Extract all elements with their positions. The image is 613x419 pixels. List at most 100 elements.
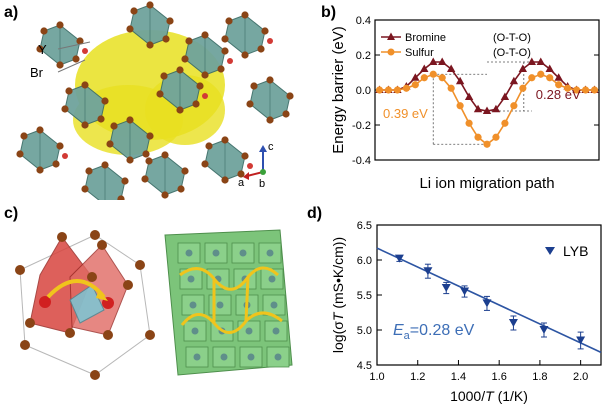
sulfur-point (411, 81, 419, 89)
bromine-atom (201, 71, 209, 79)
bromine-point (446, 64, 456, 72)
bromine-point (491, 104, 501, 113)
framework-atom (185, 249, 193, 257)
sulfur-point (429, 70, 437, 78)
chart-d-points (394, 254, 586, 350)
bromine-atom (161, 191, 169, 199)
chart-b-guides (432, 61, 532, 145)
d-ytick-label: 6.5 (357, 220, 372, 232)
legend-bromine-label: Bromine (405, 32, 446, 44)
bromine-atom (196, 82, 204, 90)
lyb-point (482, 299, 492, 308)
framework-atom (239, 249, 247, 257)
bromine-atom (130, 7, 138, 15)
bromine-point (500, 92, 510, 100)
bromine-atom (146, 132, 154, 140)
d-ytick-label: 5.5 (357, 290, 372, 302)
panel-d-label: d) (307, 205, 323, 222)
bromine-atom (85, 167, 93, 175)
yttrium-atom (82, 48, 88, 54)
bromine-atom (141, 175, 149, 183)
framework-atom (212, 249, 220, 257)
sulfur-point (483, 140, 491, 148)
bromine-atom (176, 66, 184, 74)
bromine-atom (266, 76, 274, 84)
sulfur-barrier-annotation: 0.39 eV (383, 106, 428, 121)
sulfur-point (581, 86, 590, 94)
bromine-atom (101, 97, 109, 105)
axis-triad: c a b (238, 141, 274, 190)
cage-atoms (15, 230, 155, 380)
yttrium-atom (227, 58, 233, 64)
energy-barrier-chart: -0.4-0.20.00.20.4 Li ion migration path … (330, 15, 600, 192)
chart-d-ylabel: log(σT (mS•K/cm)) (330, 237, 346, 353)
sulfur-point (564, 84, 572, 92)
b-ytick-label: 0.0 (356, 85, 371, 97)
bromine-atom (145, 157, 153, 165)
bromine-atom (61, 105, 69, 113)
bromine-atom (181, 167, 189, 175)
bromine-atom (126, 116, 134, 124)
bromine-atom (76, 37, 84, 45)
sulfur-point (528, 74, 536, 82)
ea-symbol: E (393, 322, 404, 339)
sulfur-point (555, 81, 563, 89)
bromine-atom (65, 87, 73, 95)
framework-atom (191, 327, 199, 335)
bromine-atom (177, 185, 185, 193)
bromine-atom (126, 156, 134, 164)
crystal-structure-image: Y Br c a b (16, 1, 294, 200)
bromine-point (438, 57, 447, 65)
li-site-left (39, 296, 51, 308)
sulfur-point (456, 102, 464, 110)
chart-d-xlabel: 1000/T (1/K) (450, 388, 528, 404)
framework-atom (274, 353, 282, 361)
sulfur-point (474, 133, 482, 141)
bromine-atom (97, 115, 105, 123)
yttrium-atom (62, 153, 68, 159)
bromine-atom (162, 35, 170, 43)
d-xtick-label: 1.8 (532, 371, 547, 383)
bromine-atom (81, 185, 89, 193)
bromine-point (518, 64, 528, 72)
bromine-atom (241, 152, 249, 160)
framework-atom (187, 275, 195, 283)
framework-atom (189, 301, 197, 309)
bromine-atom (166, 17, 174, 25)
bromine-atom (286, 92, 294, 100)
sulfur-point (590, 86, 599, 94)
xlabel-post: (1/K) (494, 388, 528, 404)
bromine-point (536, 57, 545, 65)
a-axis-arrowhead (243, 172, 249, 180)
bromine-barrier-annotation: 0.28 eV (536, 87, 581, 102)
chart-b-legend: Bromine (O-T-O) Sulfur (O-T-O) (381, 32, 531, 59)
bromine-atom (81, 81, 89, 89)
cage-atom (90, 370, 100, 380)
framework-atom (247, 353, 255, 361)
xlabel-pre: 1000/ (450, 388, 485, 404)
chart-d-xticks: 1.0 1.2 1.4 1.6 1.8 2.0 (369, 360, 588, 383)
ylabel-italic: T (330, 311, 346, 321)
bromine-atom (146, 41, 154, 49)
b-ytick-label: 0.4 (356, 15, 371, 27)
cage-atom (87, 272, 97, 282)
b-ytick-label: -0.4 (352, 155, 371, 167)
yttrium-atom (247, 163, 253, 169)
bromine-atom (110, 122, 118, 130)
activation-energy-annotation: Ea=0.28 eV (393, 322, 475, 342)
bromine-point (420, 64, 429, 72)
sulfur-point (447, 84, 455, 92)
y-label: Y (38, 42, 47, 57)
sulfur-point (492, 133, 500, 141)
bromine-atom (146, 1, 154, 9)
bromine-atom (117, 195, 125, 200)
bromine-atom (161, 151, 169, 159)
bromine-atom (250, 82, 258, 90)
framework-atom (266, 249, 274, 257)
cage-atom (20, 340, 30, 350)
sulfur-point (393, 86, 401, 94)
axis-b-label: b (259, 178, 265, 190)
framework-atom (268, 275, 276, 283)
bromine-atom (282, 110, 290, 118)
bromine-atom (237, 170, 245, 178)
